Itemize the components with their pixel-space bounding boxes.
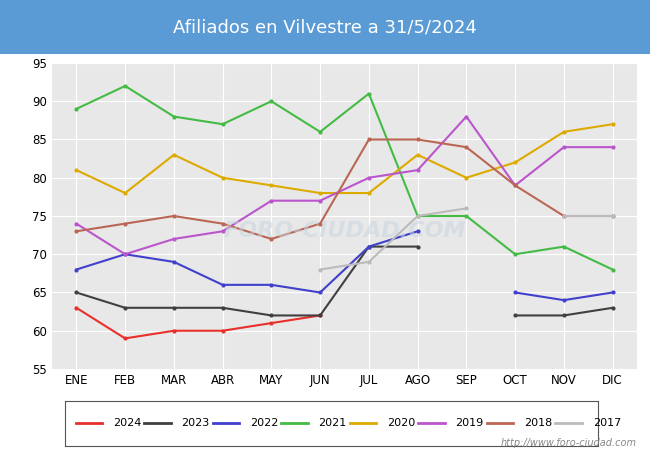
Text: 2023: 2023 bbox=[181, 418, 210, 428]
Text: 2018: 2018 bbox=[524, 418, 552, 428]
Text: 2024: 2024 bbox=[113, 418, 141, 428]
Text: 2017: 2017 bbox=[593, 418, 621, 428]
Text: 2019: 2019 bbox=[456, 418, 484, 428]
Text: http://www.foro-ciudad.com: http://www.foro-ciudad.com bbox=[501, 438, 637, 448]
Text: FORO-CIUDAD.COM: FORO-CIUDAD.COM bbox=[223, 221, 466, 241]
Text: 2020: 2020 bbox=[387, 418, 415, 428]
Text: 2022: 2022 bbox=[250, 418, 278, 428]
Text: Afiliados en Vilvestre a 31/5/2024: Afiliados en Vilvestre a 31/5/2024 bbox=[173, 18, 477, 36]
Text: 2021: 2021 bbox=[318, 418, 347, 428]
